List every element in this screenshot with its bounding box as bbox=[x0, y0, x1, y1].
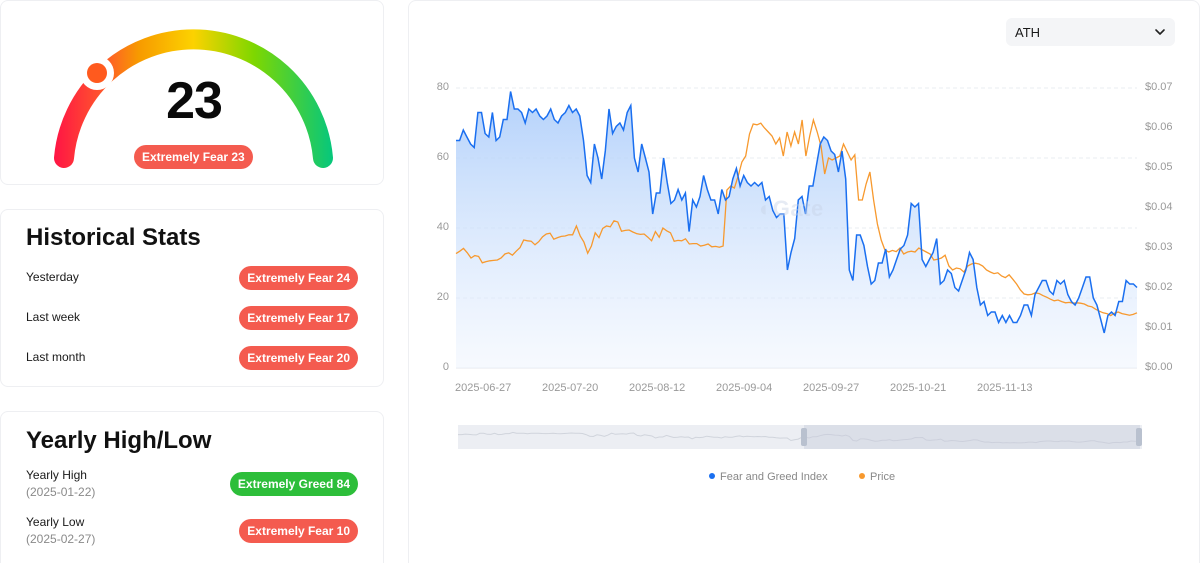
status-badge: Extremely Fear 24 bbox=[239, 266, 358, 290]
gate-watermark: ◐Gate bbox=[759, 196, 824, 221]
legend-dot-icon bbox=[859, 473, 865, 479]
line-chart-plot[interactable] bbox=[409, 1, 1200, 421]
stat-label: Yesterday bbox=[26, 270, 79, 284]
y-axis-left-tick: 80 bbox=[436, 81, 449, 93]
price-line bbox=[455, 117, 1138, 317]
range-select-value: ATH bbox=[1015, 25, 1041, 40]
stat-label: Yearly High bbox=[26, 468, 87, 482]
slider-handle-left[interactable] bbox=[801, 428, 807, 446]
stat-date: (2025-01-22) bbox=[26, 485, 96, 499]
range-select-dropdown[interactable]: ATH bbox=[1006, 18, 1175, 46]
y-axis-left-tick: 0 bbox=[442, 361, 449, 373]
chevron-down-icon bbox=[1155, 29, 1165, 35]
sentiment-gauge-card: 23 Extremely Fear 23 bbox=[0, 0, 384, 185]
x-axis-tick: 2025-11-13 bbox=[977, 382, 1033, 394]
data-zoom-slider[interactable] bbox=[458, 425, 1142, 449]
y-axis-right-tick: $0.03 bbox=[1145, 241, 1173, 253]
stat-date: (2025-02-27) bbox=[26, 532, 96, 546]
stat-row-yearly-low: Yearly Low (2025-02-27) Extremely Fear 1… bbox=[26, 515, 358, 551]
x-axis-tick: 2025-06-27 bbox=[455, 382, 512, 394]
x-axis-tick: 2025-10-21 bbox=[890, 382, 947, 394]
gauge-indicator bbox=[87, 63, 107, 83]
gate-logo-icon: ◐ bbox=[759, 196, 773, 221]
status-badge: Extremely Greed 84 bbox=[229, 472, 358, 496]
yearly-high-low-title: Yearly High/Low bbox=[26, 427, 212, 454]
slider-handle-right[interactable] bbox=[1136, 428, 1142, 446]
y-axis-right-tick: $0.00 bbox=[1145, 361, 1173, 373]
legend-item-fear-greed[interactable]: Fear and Greed Index bbox=[709, 471, 828, 483]
gauge-arc bbox=[54, 29, 333, 168]
y-axis-right-tick: $0.01 bbox=[1145, 321, 1173, 333]
x-axis-tick: 2025-08-12 bbox=[629, 382, 686, 394]
y-axis-right-tick: $0.02 bbox=[1145, 281, 1173, 293]
yearly-high-low-card: Yearly High/Low Yearly High (2025-01-22)… bbox=[0, 411, 384, 563]
x-axis-tick: 2025-09-04 bbox=[716, 382, 773, 394]
legend-item-price[interactable]: Price bbox=[859, 471, 895, 483]
gauge-value: 23 bbox=[166, 72, 223, 130]
gauge-status-badge: Extremely Fear 23 bbox=[134, 145, 253, 169]
x-axis-tick: 2025-07-20 bbox=[542, 382, 599, 394]
y-axis-right-tick: $0.07 bbox=[1145, 81, 1173, 93]
y-axis-left-tick: 60 bbox=[436, 151, 449, 163]
fear-greed-chart-card: ATH 80 60 40 20 0 $0.07 $0.06 $0.05 $0.0… bbox=[408, 0, 1200, 563]
stat-label: Last month bbox=[26, 350, 86, 364]
slider-selected-range[interactable] bbox=[804, 425, 1140, 449]
legend-dot-icon bbox=[709, 473, 715, 479]
stat-label: Yearly Low bbox=[26, 515, 85, 529]
x-axis-tick: 2025-09-27 bbox=[803, 382, 860, 394]
y-axis-right-tick: $0.04 bbox=[1145, 201, 1173, 213]
fear-greed-line bbox=[456, 91, 1138, 334]
status-badge: Extremely Fear 17 bbox=[239, 306, 358, 330]
y-axis-right-tick: $0.05 bbox=[1145, 161, 1173, 173]
status-badge: Extremely Fear 20 bbox=[239, 346, 358, 370]
stat-row-yesterday: Yesterday Extremely Fear 24 bbox=[26, 266, 358, 290]
stat-row-yearly-high: Yearly High (2025-01-22) Extremely Greed… bbox=[26, 468, 358, 504]
stat-row-last-month: Last month Extremely Fear 20 bbox=[26, 346, 358, 370]
historical-stats-title: Historical Stats bbox=[26, 224, 201, 251]
stat-label: Last week bbox=[26, 310, 81, 324]
historical-stats-card: Historical Stats Yesterday Extremely Fea… bbox=[0, 209, 384, 387]
stat-row-last-week: Last week Extremely Fear 17 bbox=[26, 306, 358, 330]
y-axis-right-tick: $0.06 bbox=[1145, 121, 1173, 133]
fear-greed-area bbox=[456, 91, 1137, 368]
y-axis-left-tick: 40 bbox=[436, 221, 449, 233]
sentiment-gauge bbox=[54, 29, 333, 168]
status-badge: Extremely Fear 10 bbox=[239, 519, 358, 543]
slider-preview bbox=[458, 431, 1142, 444]
y-axis-left-tick: 20 bbox=[436, 291, 449, 303]
